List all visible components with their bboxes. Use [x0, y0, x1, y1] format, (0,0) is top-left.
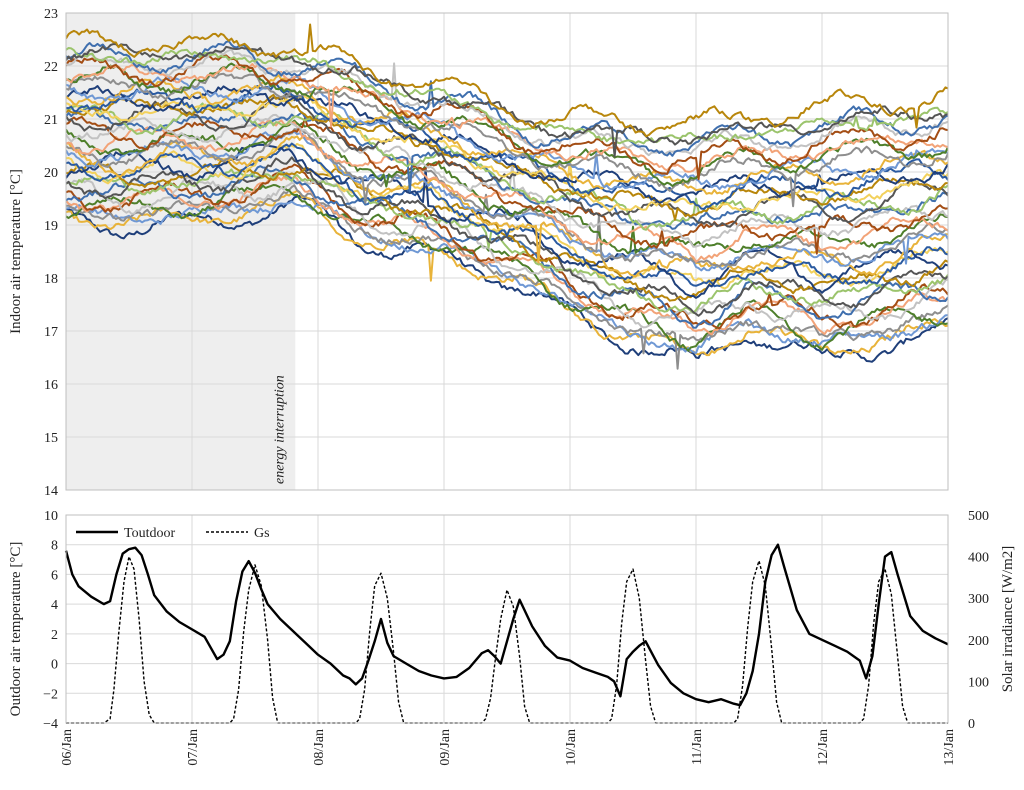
- bottom-plot-border: [65, 514, 949, 724]
- y-tick-label: 16: [44, 378, 58, 393]
- indoor-series-line: [66, 119, 948, 263]
- y-right-tick-label: 0: [968, 717, 975, 732]
- y-tick-label: 22: [44, 60, 58, 75]
- y-tick-label: 19: [44, 219, 58, 234]
- x-tick-label: 08/Jan: [312, 729, 327, 766]
- indoor-series-line: [66, 184, 948, 370]
- y-tick-label: −2: [43, 687, 58, 702]
- gs-series-line: [66, 555, 948, 724]
- indoor-series-line: [66, 128, 948, 268]
- indoor-series-line: [66, 62, 948, 187]
- y-right-tick-label: 100: [968, 675, 989, 690]
- y-tick-label: 23: [44, 7, 58, 22]
- y-axis-title: Outdoor air temperature [°C]: [8, 542, 24, 717]
- toutdoor-series-line: [64, 543, 949, 707]
- indoor-series-line: [66, 93, 948, 221]
- indoor-series-line: [66, 189, 948, 357]
- y-tick-label: 20: [44, 166, 58, 181]
- x-tick-label: 07/Jan: [186, 729, 201, 766]
- x-tick-label: 13/Jan: [942, 729, 957, 766]
- annotation-label: energy interruption: [272, 375, 287, 484]
- x-tick-label: 10/Jan: [564, 729, 579, 766]
- legend-gs-label: Gs: [254, 526, 270, 541]
- y-right-tick-label: 200: [968, 634, 989, 649]
- indoor-series-group: [66, 23, 948, 370]
- y-tick-label: 0: [51, 658, 58, 673]
- indoor-series-line: [66, 142, 948, 288]
- top-plot-border: [65, 12, 949, 491]
- indoor-series-line: [66, 156, 948, 317]
- y-tick-label: 14: [44, 484, 58, 499]
- indoor-series-line: [66, 54, 948, 181]
- x-tick-label: 06/Jan: [60, 729, 75, 766]
- indoor-series-line: [66, 85, 948, 204]
- y-tick-label: 4: [51, 598, 58, 613]
- y-tick-label: 10: [44, 509, 58, 524]
- indoor-series-line: [66, 163, 948, 330]
- x-tick-label: 11/Jan: [690, 729, 705, 765]
- x-tick-label: 12/Jan: [816, 729, 831, 766]
- indoor-series-line: [66, 130, 948, 272]
- y-tick-label: 8: [51, 539, 58, 554]
- y-tick-label: 2: [51, 628, 58, 643]
- legend-toutdoor-label: Toutdoor: [124, 526, 175, 541]
- indoor-temperature-panel: 14 15 16 17 18 19 20 21 22 23 Indoor air temperatu…: [8, 7, 949, 499]
- indoor-series-line: [66, 47, 948, 145]
- y-tick-label: 21: [44, 113, 58, 128]
- indoor-series-line: [66, 142, 948, 290]
- indoor-series-line: [66, 119, 948, 255]
- indoor-series-line: [66, 168, 948, 314]
- y-tick-label: −4: [43, 717, 58, 732]
- y-tick-label: 18: [44, 272, 58, 287]
- y-right-tick-label: 300: [968, 592, 989, 607]
- y-tick-label: 15: [44, 431, 58, 446]
- y-right-axis-title: Solar irradiance [W/m2]: [1000, 546, 1016, 693]
- indoor-series-line: [66, 195, 948, 363]
- y-axis-title: Indoor air temperature [°C]: [8, 169, 24, 334]
- indoor-series-line: [66, 92, 948, 228]
- x-tick-label: 09/Jan: [438, 729, 453, 766]
- indoor-series-line: [66, 175, 948, 329]
- indoor-series-line: [66, 23, 948, 138]
- indoor-series-line: [66, 143, 948, 299]
- y-tick-label: 6: [51, 568, 58, 583]
- indoor-series-line: [66, 184, 948, 352]
- indoor-series-line: [66, 113, 948, 248]
- indoor-series-line: [66, 107, 948, 230]
- indoor-series-line: [66, 75, 948, 191]
- y-tick-label: 17: [44, 325, 58, 340]
- y-right-tick-label: 400: [968, 551, 989, 566]
- y-right-tick-label: 500: [968, 509, 989, 524]
